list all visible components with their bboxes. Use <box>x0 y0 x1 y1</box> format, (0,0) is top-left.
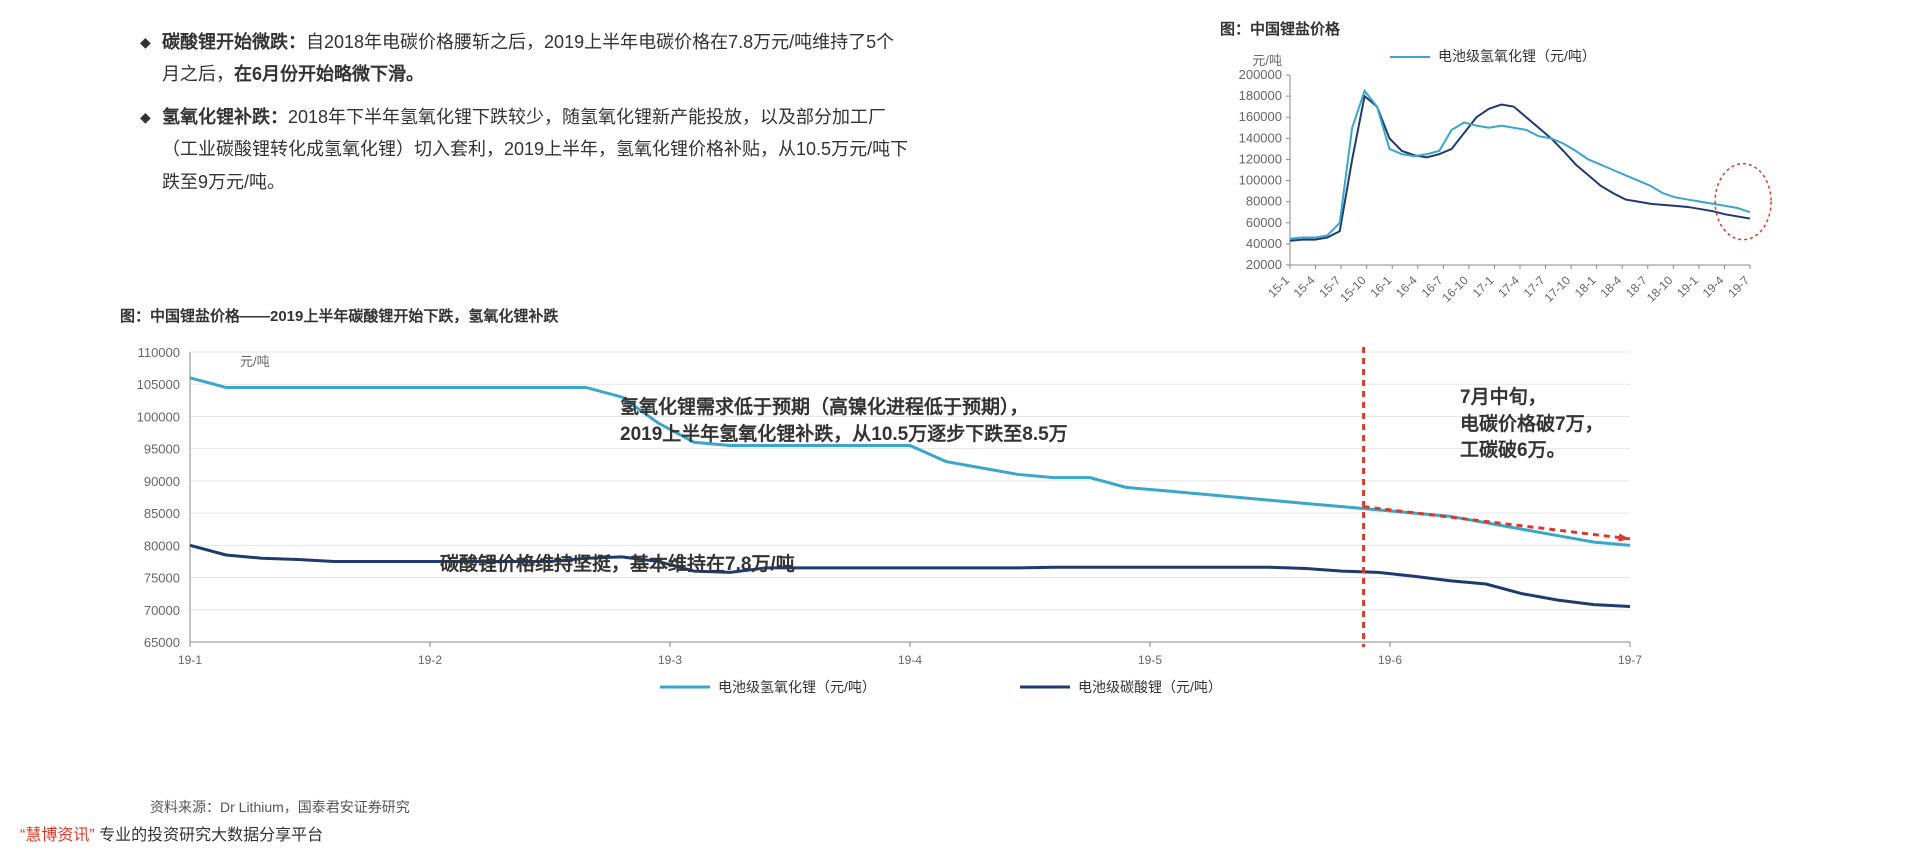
svg-text:65000: 65000 <box>144 635 180 650</box>
source-citation: 资料来源：Dr Lithium，国泰君安证券研究 <box>150 797 410 817</box>
svg-text:17-10: 17-10 <box>1542 273 1574 305</box>
svg-text:100000: 100000 <box>137 409 180 424</box>
svg-text:16-4: 16-4 <box>1393 273 1420 300</box>
svg-text:15-1: 15-1 <box>1265 273 1292 300</box>
footer-brand-rest: 专业的投资研究大数据分享平台 <box>95 827 323 844</box>
svg-text:90000: 90000 <box>144 474 180 489</box>
svg-text:19-1: 19-1 <box>1674 273 1701 300</box>
svg-text:140000: 140000 <box>1239 130 1282 145</box>
svg-text:电池级氢氧化锂（元/吨）: 电池级氢氧化锂（元/吨） <box>1438 48 1596 64</box>
svg-text:17-1: 17-1 <box>1470 273 1497 300</box>
svg-text:15-4: 15-4 <box>1291 273 1318 300</box>
small-chart-svg: 电池级氢氧化锂（元/吨） 元/吨 20000 40000 60000 80000 10000… <box>1220 45 1780 325</box>
bullet-list: ◆ 碳酸锂开始微跌：自2018年电碳价格腰斩之后，2019上半年电碳价格在7.8… <box>140 26 910 208</box>
svg-text:180000: 180000 <box>1239 88 1282 103</box>
svg-text:70000: 70000 <box>144 603 180 618</box>
footer-brand: “慧博资讯” 专业的投资研究大数据分享平台 <box>20 821 323 845</box>
svg-text:19-5: 19-5 <box>1138 653 1162 667</box>
svg-text:80000: 80000 <box>144 538 180 553</box>
svg-text:110000: 110000 <box>138 345 180 360</box>
svg-text:85000: 85000 <box>144 506 180 521</box>
svg-text:100000: 100000 <box>1239 173 1282 188</box>
bullet-item: ◆ 氢氧化锂补跌：2018年下半年氢氧化锂下跌较少，随氢氧化锂新产能投放，以及部… <box>140 101 910 198</box>
svg-text:105000: 105000 <box>137 377 180 392</box>
slide-root: ◆ 碳酸锂开始微跌：自2018年电碳价格腰斩之后，2019上半年电碳价格在7.8… <box>0 0 1920 851</box>
svg-text:20000: 20000 <box>1246 257 1282 272</box>
big-chart-svg: 元/吨 65000 70000 75000 80000 85000 90000 95000 10… <box>120 332 1660 702</box>
bullet-strong: 在6月份开始略微下滑。 <box>234 64 424 84</box>
svg-text:80000: 80000 <box>1246 194 1282 209</box>
bullet-dot-icon: ◆ <box>140 26 162 91</box>
annotation-july: 7月中旬，电碳价格破7万，工碳破6万。 <box>1460 385 1610 465</box>
svg-text:19-4: 19-4 <box>1700 273 1727 300</box>
svg-text:电池级碳酸锂（元/吨）: 电池级碳酸锂（元/吨） <box>1078 679 1222 695</box>
bullet-text: 碳酸锂开始微跌：自2018年电碳价格腰斩之后，2019上半年电碳价格在7.8万元… <box>162 26 910 91</box>
svg-text:19-4: 19-4 <box>898 653 922 667</box>
svg-text:18-1: 18-1 <box>1572 273 1599 300</box>
small-chart-title: 图：中国锂盐价格 <box>1220 18 1780 39</box>
svg-text:18-4: 18-4 <box>1597 273 1624 300</box>
svg-text:19-3: 19-3 <box>658 653 682 667</box>
small-chart-block: 图：中国锂盐价格 电池级氢氧化锂（元/吨） 元/吨 20000 40000 60000 8… <box>1220 18 1780 330</box>
svg-text:160000: 160000 <box>1239 109 1282 124</box>
svg-text:元/吨: 元/吨 <box>1252 53 1282 68</box>
bullet-dot-icon: ◆ <box>140 101 162 198</box>
big-chart-block: 图：中国锂盐价格——2019上半年碳酸锂开始下跌，氢氧化锂补跌 元/吨 65000… <box>120 305 1660 707</box>
big-chart-title: 图：中国锂盐价格——2019上半年碳酸锂开始下跌，氢氧化锂补跌 <box>120 305 1660 326</box>
svg-text:19-2: 19-2 <box>418 653 442 667</box>
annotation-carbonate: 碳酸锂价格维持坚挺，基本维持在7.8万/吨 <box>440 552 795 579</box>
bullet-strong: 碳酸锂开始微跌： <box>162 32 306 52</box>
svg-text:19-7: 19-7 <box>1725 273 1752 300</box>
annotation-hydroxide: 氢氧化锂需求低于预期（高镍化进程低于预期），2019上半年氢氧化锂补跌，从10.… <box>620 395 1260 448</box>
svg-text:19-1: 19-1 <box>178 653 202 667</box>
svg-text:60000: 60000 <box>1246 215 1282 230</box>
svg-text:95000: 95000 <box>144 442 180 457</box>
svg-text:15-10: 15-10 <box>1337 273 1369 305</box>
svg-text:电池级氢氧化锂（元/吨）: 电池级氢氧化锂（元/吨） <box>718 679 876 695</box>
svg-text:17-4: 17-4 <box>1495 273 1522 300</box>
svg-text:19-6: 19-6 <box>1378 653 1402 667</box>
svg-text:16-1: 16-1 <box>1367 273 1394 300</box>
svg-text:200000: 200000 <box>1239 67 1282 82</box>
svg-text:18-10: 18-10 <box>1644 273 1676 305</box>
bullet-item: ◆ 碳酸锂开始微跌：自2018年电碳价格腰斩之后，2019上半年电碳价格在7.8… <box>140 26 910 91</box>
svg-text:120000: 120000 <box>1239 151 1282 166</box>
svg-text:元/吨: 元/吨 <box>240 354 270 369</box>
svg-text:16-10: 16-10 <box>1439 273 1471 305</box>
bullet-strong: 氢氧化锂补跌： <box>162 107 288 127</box>
footer-brand-red: “慧博资讯” <box>20 827 95 844</box>
svg-text:19-7: 19-7 <box>1618 653 1642 667</box>
bullet-text: 氢氧化锂补跌：2018年下半年氢氧化锂下跌较少，随氢氧化锂新产能投放，以及部分加… <box>162 101 910 198</box>
svg-text:40000: 40000 <box>1246 236 1282 251</box>
svg-text:75000: 75000 <box>144 571 180 586</box>
